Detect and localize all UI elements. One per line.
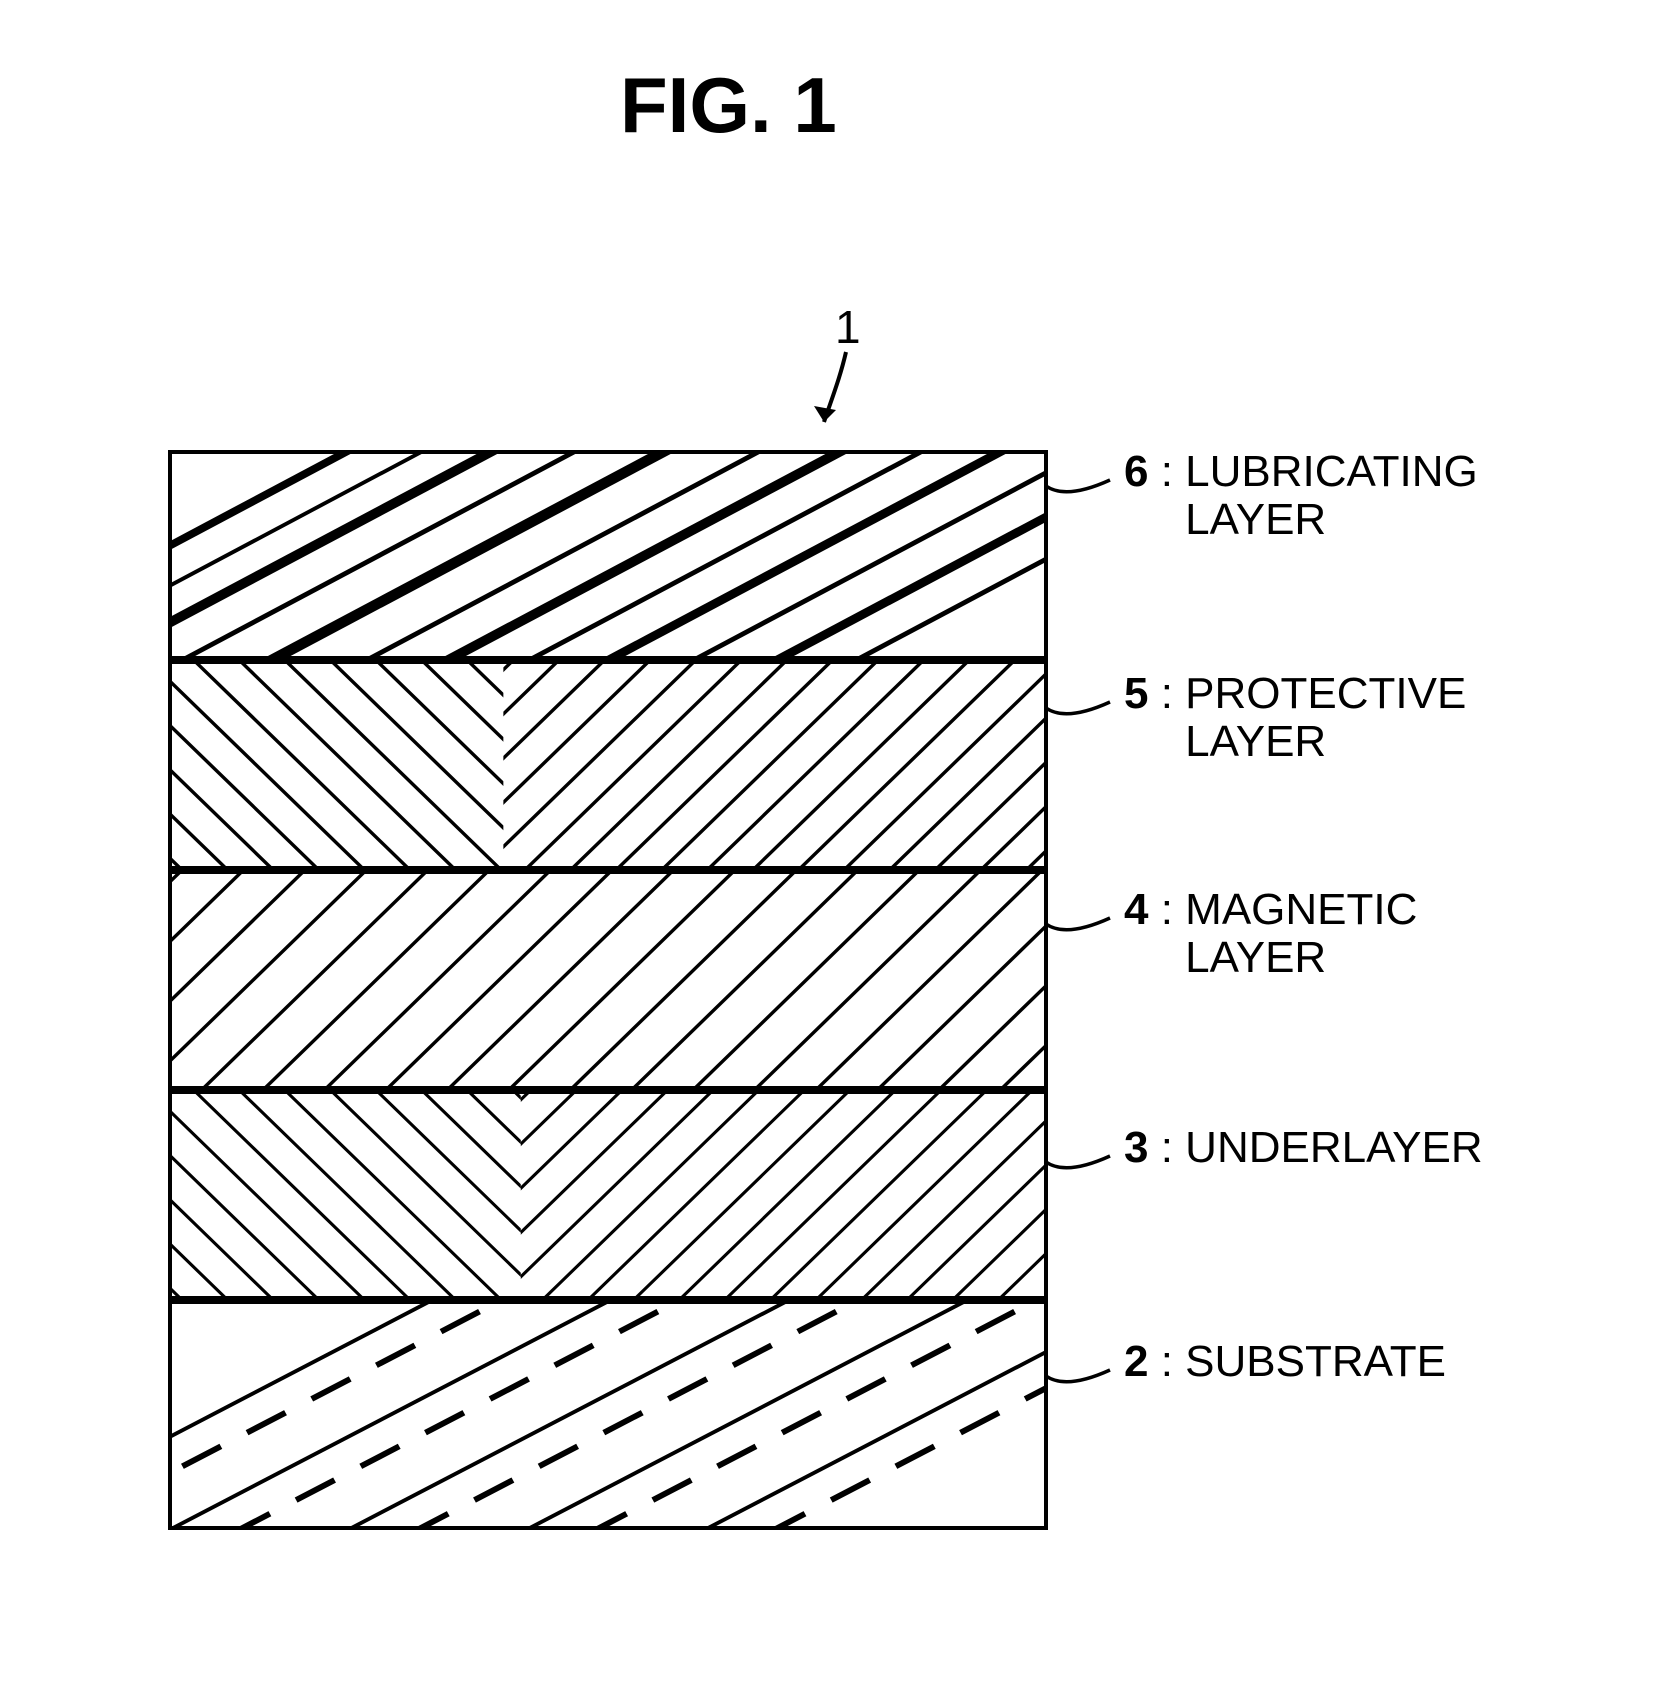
layer-name-magnetic: MAGNETICLAYER [1185, 886, 1417, 981]
layer-name-substrate: SUBSTRATE [1185, 1338, 1446, 1386]
layer-lubricating [168, 450, 1048, 660]
layer-label-lubricating: 6 : LUBRICATINGLAYER [1124, 448, 1478, 543]
layer-label-substrate: 2 : SUBSTRATE [1124, 1338, 1446, 1386]
layer-rect-substrate [168, 1300, 1048, 1530]
colon: : [1148, 447, 1185, 496]
reference-label: 1 [835, 300, 861, 354]
layer-substrate [168, 1300, 1048, 1530]
layer-label-protective: 5 : PROTECTIVELAYER [1124, 670, 1466, 765]
layer-number-lubricating: 6 [1124, 447, 1148, 496]
layer-number-underlayer: 3 [1124, 1123, 1148, 1172]
figure-canvas: FIG. 1 1 6 : LUBRICATINGLAYER 5 : PROTECT… [0, 0, 1654, 1689]
layer-number-substrate: 2 [1124, 1337, 1148, 1386]
colon: : [1148, 1123, 1185, 1172]
layer-name-protective: PROTECTIVELAYER [1185, 670, 1466, 765]
layer-name-lubricating: LUBRICATINGLAYER [1185, 448, 1478, 543]
layer-number-protective: 5 [1124, 669, 1148, 718]
layer-protective [168, 660, 1048, 870]
layer-label-underlayer: 3 : UNDERLAYER [1124, 1124, 1483, 1172]
layer-stack [168, 450, 1048, 1530]
layer-rect-protective [168, 660, 1048, 870]
layer-number-magnetic: 4 [1124, 885, 1148, 934]
colon: : [1148, 885, 1185, 934]
layer-underlayer [168, 1090, 1048, 1300]
figure-title: FIG. 1 [620, 60, 837, 151]
layer-name-underlayer: UNDERLAYER [1185, 1124, 1482, 1172]
layer-label-magnetic: 4 : MAGNETICLAYER [1124, 886, 1417, 981]
layer-rect-underlayer [168, 1090, 1048, 1300]
colon: : [1148, 1337, 1185, 1386]
layer-magnetic [168, 870, 1048, 1090]
layer-rect-lubricating [168, 450, 1048, 660]
layer-rect-magnetic [168, 870, 1048, 1090]
colon: : [1148, 669, 1185, 718]
